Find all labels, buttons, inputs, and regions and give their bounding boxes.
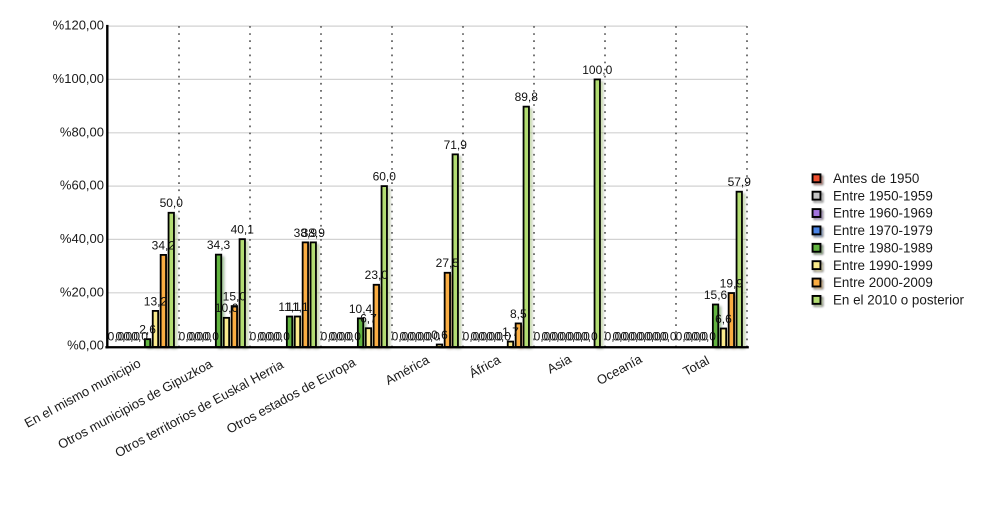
svg-text:0,0: 0,0 — [676, 330, 693, 344]
svg-text:0,0: 0,0 — [116, 330, 133, 344]
svg-text:Entre 1970-1979: Entre 1970-1979 — [833, 223, 933, 238]
svg-text:38,9: 38,9 — [302, 226, 326, 240]
svg-text:Entre 2000-2009: Entre 2000-2009 — [833, 275, 933, 290]
svg-text:100,0: 100,0 — [582, 63, 612, 77]
svg-text:0,0: 0,0 — [613, 330, 630, 344]
svg-text:34,2: 34,2 — [152, 238, 176, 252]
svg-text:0,0: 0,0 — [565, 330, 582, 344]
svg-text:0,0: 0,0 — [415, 330, 432, 344]
svg-text:15,6: 15,6 — [704, 288, 728, 302]
svg-text:0,0: 0,0 — [534, 330, 551, 344]
svg-text:0,0: 0,0 — [581, 330, 598, 344]
svg-text:0,0: 0,0 — [344, 330, 361, 344]
svg-text:0,0: 0,0 — [478, 330, 495, 344]
svg-text:Entre 1980-1989: Entre 1980-1989 — [833, 241, 933, 256]
svg-text:0,0: 0,0 — [628, 330, 645, 344]
svg-text:0,0: 0,0 — [179, 330, 196, 344]
svg-text:0,0: 0,0 — [194, 330, 211, 344]
svg-text:11,1: 11,1 — [278, 300, 301, 314]
svg-text:2,6: 2,6 — [139, 323, 156, 337]
svg-text:0,0: 0,0 — [486, 330, 503, 344]
svg-text:50,0: 50,0 — [160, 196, 184, 210]
svg-text:Antes de 1950: Antes de 1950 — [833, 171, 919, 186]
svg-text:0,6: 0,6 — [431, 328, 448, 342]
svg-text:60,0: 60,0 — [373, 170, 397, 184]
svg-text:0,0: 0,0 — [573, 330, 590, 344]
svg-text:0,0: 0,0 — [273, 330, 290, 344]
svg-text:11,1: 11,1 — [286, 300, 309, 314]
svg-text:%60,00: %60,00 — [60, 178, 104, 193]
svg-text:%0,00: %0,00 — [67, 338, 104, 353]
svg-text:19,9: 19,9 — [720, 276, 744, 290]
svg-text:0,0: 0,0 — [336, 330, 353, 344]
svg-text:%100,00: %100,00 — [53, 71, 104, 86]
svg-text:23,0: 23,0 — [365, 268, 389, 282]
svg-text:15,0: 15,0 — [223, 290, 247, 304]
svg-text:0,0: 0,0 — [250, 330, 267, 344]
svg-text:0,0: 0,0 — [187, 330, 204, 344]
svg-text:0,0: 0,0 — [123, 330, 140, 344]
svg-text:0,0: 0,0 — [557, 330, 574, 344]
svg-text:%40,00: %40,00 — [60, 231, 104, 246]
svg-text:0,0: 0,0 — [471, 330, 488, 344]
svg-text:Entre 1950-1959: Entre 1950-1959 — [833, 188, 933, 203]
svg-text:0,0: 0,0 — [542, 330, 559, 344]
svg-text:0,0: 0,0 — [660, 330, 677, 344]
svg-text:%120,00: %120,00 — [53, 18, 104, 33]
svg-text:34,3: 34,3 — [207, 238, 231, 252]
svg-text:%20,00: %20,00 — [60, 284, 104, 299]
svg-text:0,0: 0,0 — [549, 330, 566, 344]
svg-text:6,6: 6,6 — [715, 312, 732, 326]
svg-text:89,8: 89,8 — [515, 90, 539, 104]
svg-text:0,0: 0,0 — [494, 330, 511, 344]
svg-text:71,9: 71,9 — [444, 138, 468, 152]
svg-text:8,5: 8,5 — [510, 307, 527, 321]
svg-text:0,0: 0,0 — [131, 330, 148, 344]
svg-text:40,1: 40,1 — [231, 223, 255, 237]
svg-text:0,0: 0,0 — [644, 330, 661, 344]
svg-text:13,2: 13,2 — [144, 294, 168, 308]
svg-text:0,0: 0,0 — [108, 330, 125, 344]
svg-text:En el 2010 o posterior: En el 2010 o posterior — [833, 293, 965, 308]
svg-text:10,4: 10,4 — [349, 302, 373, 316]
svg-text:0,0: 0,0 — [400, 330, 417, 344]
svg-text:1,7: 1,7 — [502, 325, 519, 339]
svg-text:27,5: 27,5 — [436, 256, 460, 270]
svg-text:38,9: 38,9 — [294, 226, 318, 240]
svg-text:0,0: 0,0 — [463, 330, 480, 344]
svg-text:Entre 1990-1999: Entre 1990-1999 — [833, 258, 933, 273]
svg-text:%80,00: %80,00 — [60, 124, 104, 139]
svg-text:0,0: 0,0 — [258, 330, 275, 344]
svg-text:0,0: 0,0 — [620, 330, 637, 344]
svg-text:0,0: 0,0 — [636, 330, 653, 344]
svg-text:6,7: 6,7 — [360, 312, 377, 326]
svg-text:0,0: 0,0 — [684, 330, 701, 344]
svg-text:0,0: 0,0 — [265, 330, 282, 344]
svg-text:0,0: 0,0 — [407, 330, 424, 344]
svg-text:0,0: 0,0 — [605, 330, 622, 344]
svg-text:0,0: 0,0 — [652, 330, 669, 344]
svg-text:57,9: 57,9 — [728, 175, 752, 189]
svg-text:0,0: 0,0 — [329, 330, 346, 344]
svg-text:0,0: 0,0 — [202, 330, 219, 344]
svg-text:0,0: 0,0 — [392, 330, 409, 344]
svg-text:Entre 1960-1969: Entre 1960-1969 — [833, 206, 933, 221]
svg-text:0,0: 0,0 — [423, 330, 440, 344]
svg-text:0,0: 0,0 — [321, 330, 338, 344]
svg-text:10,6: 10,6 — [215, 301, 239, 315]
svg-text:0,0: 0,0 — [691, 330, 708, 344]
svg-text:0,0: 0,0 — [699, 330, 716, 344]
